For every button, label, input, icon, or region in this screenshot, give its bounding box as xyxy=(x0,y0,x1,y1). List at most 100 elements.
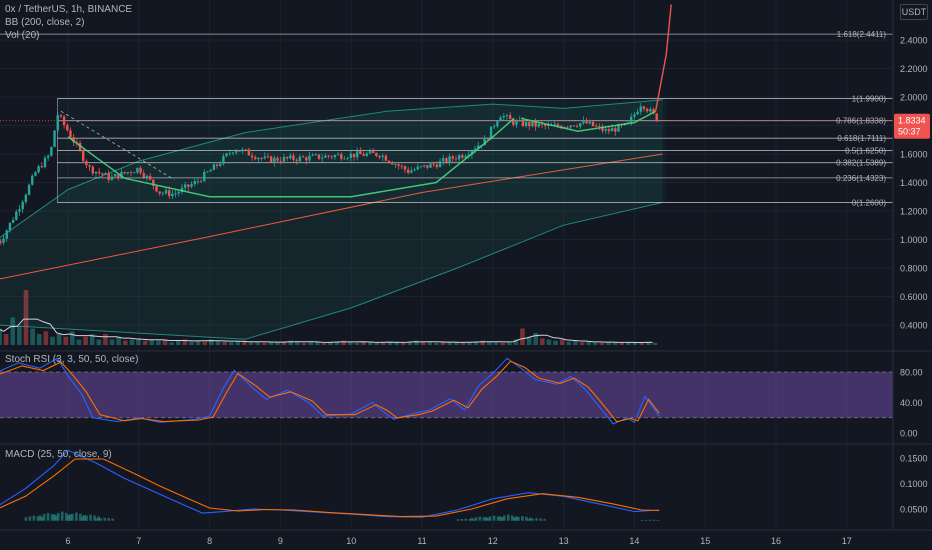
macd-histogram-bar xyxy=(68,514,72,521)
volume-bar xyxy=(434,342,439,345)
macd-pane[interactable] xyxy=(0,449,660,521)
candle-body xyxy=(349,153,353,159)
handle-curve[interactable] xyxy=(520,110,656,132)
stoch-band xyxy=(0,372,893,418)
candle-body xyxy=(448,156,451,163)
time-tick-label: 13 xyxy=(559,536,569,546)
candle-body xyxy=(266,156,270,158)
macd-histogram-bar xyxy=(486,517,490,521)
candle-body xyxy=(397,164,400,166)
volume-legend[interactable]: Vol (20) xyxy=(5,30,40,41)
time-tick-label: 14 xyxy=(629,536,639,546)
candle-body xyxy=(340,154,343,159)
candle-body xyxy=(652,109,655,114)
candle-body xyxy=(263,156,267,159)
time-tick-label: 17 xyxy=(842,536,852,546)
candle-body xyxy=(225,153,228,156)
candle-body xyxy=(69,130,72,138)
candle-body xyxy=(53,130,56,147)
fib-level-label: 1.618(2.4411) xyxy=(837,30,887,39)
fib-level-label: 0.382(1.5389) xyxy=(836,159,886,168)
macd-histogram-bar xyxy=(488,516,492,521)
candle-body xyxy=(610,128,614,132)
candle-body xyxy=(540,123,544,125)
volume-bar xyxy=(579,342,585,345)
candle-body xyxy=(442,158,445,162)
candle-body xyxy=(531,121,534,127)
volume-bar xyxy=(295,341,300,345)
macd-histogram-bar xyxy=(67,515,70,521)
stoch-tick-label: 0.00 xyxy=(900,429,918,439)
projection-line[interactable] xyxy=(654,4,672,112)
dashed-trendline[interactable] xyxy=(60,110,175,180)
volume-bar xyxy=(261,342,267,345)
bar-countdown: 50:37 xyxy=(898,127,921,137)
volume-bar xyxy=(56,334,62,345)
candle-body xyxy=(617,124,620,132)
volume-bar xyxy=(50,336,55,345)
symbol-title: 0x / TetherUS, 1h, BINANCE xyxy=(5,4,133,15)
price-pane[interactable]: 1.618(2.4411) 1(1.9900) 0.786(1.8338) 0.618… xyxy=(0,4,893,345)
volume-bar xyxy=(149,339,155,345)
macd-histogram-bar xyxy=(456,519,460,521)
volume-bar xyxy=(592,342,598,345)
candle-body xyxy=(126,172,130,174)
volume-bar xyxy=(314,342,320,345)
time-tick-label: 15 xyxy=(700,536,710,546)
volume-bar xyxy=(546,339,552,345)
stoch-rsi-pane[interactable] xyxy=(0,357,893,425)
volume-bar xyxy=(500,342,505,345)
candle-body xyxy=(528,121,531,127)
cup-curve[interactable] xyxy=(67,117,515,198)
macd-histogram-bar xyxy=(464,518,468,521)
bollinger-legend[interactable]: BB (200, close, 2) xyxy=(5,17,85,28)
candle-body xyxy=(426,165,429,168)
candle-body xyxy=(588,121,591,124)
candle-body xyxy=(2,238,5,243)
candle-body xyxy=(168,190,171,197)
stoch-rsi-legend[interactable]: Stoch RSI (3, 3, 50, 50, close) xyxy=(5,354,139,365)
volume-bar xyxy=(394,342,400,345)
macd-histogram-bar xyxy=(32,515,36,521)
macd-histogram-bar xyxy=(97,516,100,521)
macd-histogram-bar xyxy=(46,513,50,521)
volume-bar xyxy=(195,340,201,345)
candle-body xyxy=(139,167,142,174)
candle-body xyxy=(113,174,117,177)
axes: 2.40002.20002.00001.80001.60001.40001.20… xyxy=(65,36,927,547)
macd-legend[interactable]: MACD (25, 50, close, 9) xyxy=(5,449,112,460)
candle-body xyxy=(292,155,295,160)
candle-body xyxy=(174,193,177,195)
volume-bar xyxy=(209,339,214,345)
candle-body xyxy=(499,117,502,122)
stoch-tick-label: 80.00 xyxy=(900,368,923,378)
macd-tick-label: 0.1500 xyxy=(900,454,928,464)
volume-bar xyxy=(420,342,426,345)
time-tick-label: 6 xyxy=(65,536,70,546)
price-tick-label: 0.4000 xyxy=(900,321,928,331)
drawings[interactable] xyxy=(60,4,672,198)
candle-body xyxy=(8,222,12,231)
volume-bar xyxy=(427,341,433,345)
volume-ma-line xyxy=(0,318,653,344)
pane-dividers xyxy=(0,0,932,531)
candle-body xyxy=(556,124,560,127)
volume-bar xyxy=(89,334,95,345)
volume-bar xyxy=(23,290,29,345)
candle-body xyxy=(454,158,458,160)
candle-body xyxy=(566,126,569,128)
current-price-badge xyxy=(894,113,930,139)
volume-bar xyxy=(367,342,373,345)
candle-body xyxy=(177,192,181,194)
macd-histogram-bar xyxy=(468,518,472,521)
macd-histogram-bar xyxy=(502,515,506,521)
volume-bar xyxy=(3,334,9,345)
macd-histogram-bar xyxy=(36,516,40,521)
candle-body xyxy=(317,154,321,159)
candle-body xyxy=(330,156,333,158)
currency-button[interactable]: USDT xyxy=(900,4,928,20)
candle-body xyxy=(410,170,413,173)
candle-body xyxy=(94,171,98,174)
macd-histogram-bar xyxy=(498,516,502,521)
